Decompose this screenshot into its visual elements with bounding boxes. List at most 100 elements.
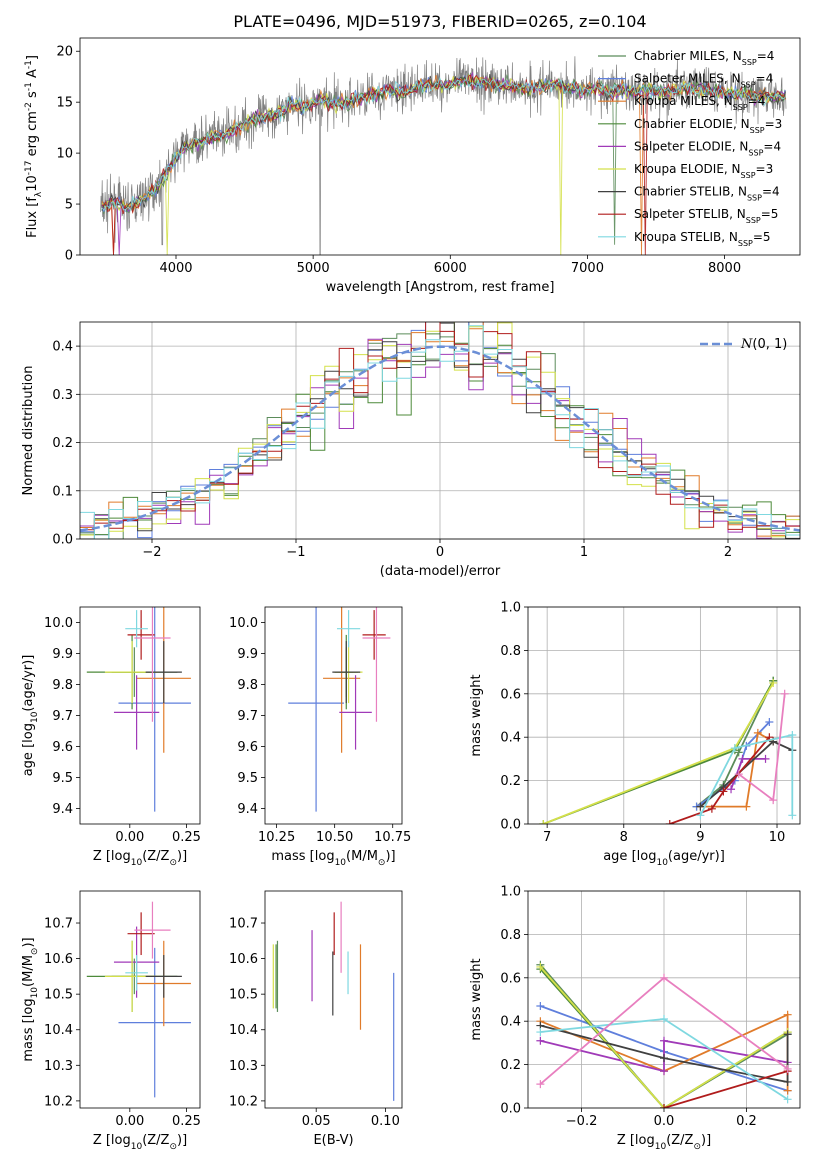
y-tick-label: 15 — [56, 96, 73, 111]
weight-marker — [660, 1104, 668, 1108]
model-line-8 — [101, 76, 786, 212]
x-tick-label: −1 — [286, 545, 305, 560]
panel-z_mass: 0.00 0.25 10.2 10.3 10.4 10.5 10.6 10.7 Z [log10… — [21, 890, 201, 1152]
y-tick-label: 0.0 — [500, 1102, 521, 1117]
legend-label: Chabrier STELIB, NSSP=4 — [634, 185, 780, 203]
x-tick-label: 8 — [620, 830, 628, 845]
legend-label: Salpeter ELODIE, NSSP=4 — [634, 139, 781, 157]
y-tick-label: 9.4 — [52, 802, 73, 817]
y-tick-label: 5 — [65, 198, 73, 213]
weight-marker — [536, 1002, 545, 1011]
weight-marker — [788, 811, 797, 820]
legend-tail: =3 — [756, 162, 774, 176]
weight-marker — [536, 1036, 545, 1045]
y-tick-label: 0 — [65, 249, 73, 264]
y-tick-label: 0.0 — [52, 533, 73, 548]
axes-frame — [527, 890, 801, 1109]
histogram-7 — [80, 322, 800, 531]
x-axis-label: wavelength [Angstrom, rest frame] — [326, 280, 555, 295]
legend-main: Kroupa MILES, N — [634, 94, 733, 108]
x-axis-label: Z [log10(Z/Z⊙)] — [617, 1133, 711, 1152]
page-title: PLATE=0496, MJD=51973, FIBERID=0265, z=0… — [233, 12, 647, 31]
weight-marker — [783, 1095, 792, 1104]
y-tick-label: 0.2 — [52, 436, 73, 451]
weight-marker — [730, 744, 739, 753]
y-tick-label: 1.0 — [500, 601, 521, 616]
legend-label: Kroupa MILES, NSSP=4 — [634, 94, 765, 112]
legend-sub: SSP — [738, 238, 753, 247]
weight-marker — [765, 718, 774, 727]
legend-sub: SSP — [733, 103, 748, 112]
plot-area — [86, 607, 191, 812]
normal-legend-label: N(0, 1) — [740, 337, 787, 352]
legend-main: Chabrier MILES, N — [634, 49, 742, 63]
x-axis-label: age [log10(age/yr)] — [603, 849, 725, 868]
errorbar-point-7 — [362, 610, 386, 660]
y-tick-label: 10.3 — [44, 1059, 73, 1074]
legend-main: Salpeter MILES, N — [634, 72, 741, 86]
y-tick-label: 1.0 — [500, 885, 521, 900]
axes-frame — [264, 890, 403, 1109]
x-tick-label: 4000 — [159, 261, 192, 276]
y-tick-label: 10.5 — [229, 988, 258, 1003]
errorbar-point-6 — [332, 641, 361, 704]
y-axis-label: mass weight — [469, 958, 484, 1040]
legend-label: Kroupa ELODIE, NSSP=3 — [634, 162, 773, 180]
weight-marker — [696, 802, 705, 811]
weight-line-0 — [696, 680, 775, 808]
legend-label: Chabrier ELODIE, NSSP=3 — [634, 117, 782, 135]
weight-line-6 — [699, 740, 793, 808]
y-tick-label: 10.4 — [229, 1023, 258, 1038]
legend-sub: SSP — [746, 216, 761, 225]
y-axis-label: mass [log10(M/M⊙)] — [21, 937, 40, 1061]
legend-label: Chabrier MILES, NSSP=4 — [634, 49, 774, 67]
x-tick-label: 8000 — [708, 261, 741, 276]
y-tick-label: 0.4 — [500, 731, 521, 746]
y-tick-label: 9.7 — [237, 709, 258, 724]
axes-frame — [79, 37, 801, 256]
weight-marker — [539, 820, 548, 824]
weight-line-7 — [663, 1070, 788, 1108]
y-tick-label: 10.7 — [44, 917, 73, 932]
y-tick-label: 0.6 — [500, 687, 521, 702]
y-tick-label: 9.5 — [52, 771, 73, 786]
plot-area — [536, 960, 792, 1108]
legend-tail: =4 — [756, 72, 774, 86]
weight-line-7 — [669, 736, 771, 824]
y-tick-label: 10.3 — [229, 1059, 258, 1074]
x-tick-label: 0.05 — [302, 1114, 331, 1129]
errorbar-point-1 — [118, 947, 191, 1098]
errorbar-point-6 — [145, 641, 182, 704]
x-tick-label: 5000 — [297, 261, 330, 276]
weight-marker — [783, 1064, 792, 1073]
panel-ebv_mass: 0.05 0.10 10.2 10.3 10.4 10.5 10.6 10.7 E(B-V) — [229, 890, 403, 1148]
x-axis-label: (data-model)/error — [380, 564, 501, 579]
errorbar-point-9 — [362, 607, 391, 722]
y-tick-label: 9.8 — [52, 678, 73, 693]
y-tick-label: 9.8 — [237, 678, 258, 693]
axes-frame — [79, 606, 201, 825]
y-tick-label: 9.7 — [52, 709, 73, 724]
weight-marker — [783, 1010, 792, 1019]
axes-frame — [264, 606, 403, 825]
normal-legend-args: (0, 1) — [752, 337, 787, 352]
y-tick-label: 9.6 — [237, 740, 258, 755]
panel-spectrum: 4000 5000 6000 7000 8000 0 5 10 15 20 wavelength [… — [24, 37, 801, 295]
errorbar-point-4 — [339, 675, 372, 750]
legend-tail: =4 — [763, 139, 781, 153]
x-tick-label: −2 — [142, 545, 161, 560]
y-tick-label: 9.9 — [52, 647, 73, 662]
x-tick-label: 0.0 — [654, 1114, 675, 1129]
weight-marker — [665, 820, 674, 824]
x-tick-label: 10.75 — [374, 830, 411, 845]
y-tick-label: 10.6 — [44, 952, 73, 967]
weight-marker — [696, 811, 705, 820]
weight-marker — [660, 973, 668, 982]
weight-line-5 — [539, 966, 789, 1108]
legend-sub: SSP — [750, 125, 765, 134]
x-tick-label: 7 — [543, 830, 551, 845]
x-axis-label: E(B-V) — [313, 1133, 353, 1148]
y-tick-label: 9.6 — [52, 740, 73, 755]
errorbar-point-2 — [323, 607, 361, 753]
